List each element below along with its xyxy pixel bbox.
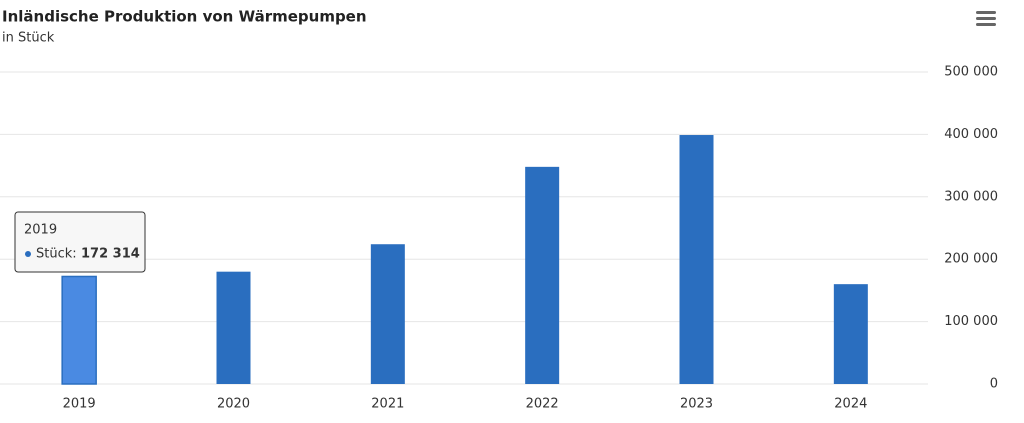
tooltip-value: 172 314 bbox=[81, 247, 140, 262]
menu-bar bbox=[976, 23, 996, 26]
bar bbox=[216, 271, 251, 384]
x-tick-label: 2019 bbox=[63, 397, 96, 412]
tooltip-marker bbox=[25, 251, 31, 257]
x-tick-label: 2021 bbox=[371, 397, 404, 412]
menu-bar bbox=[976, 17, 996, 20]
y-tick-label: 400 000 bbox=[944, 127, 998, 142]
menu-button[interactable] bbox=[976, 11, 996, 26]
bar bbox=[833, 284, 868, 384]
tooltip-label: Stück: bbox=[36, 247, 77, 262]
tooltip-title: 2019 bbox=[24, 223, 57, 238]
y-tick-label: 100 000 bbox=[944, 314, 998, 329]
tooltip: 2019 Stück: 172 314 bbox=[14, 211, 146, 273]
x-tick-label: 2023 bbox=[680, 397, 713, 412]
bar bbox=[61, 275, 97, 385]
y-tick-label: 0 bbox=[990, 377, 998, 392]
y-tick-label: 300 000 bbox=[944, 189, 998, 204]
menu-bar bbox=[976, 11, 996, 14]
bar bbox=[679, 135, 714, 384]
tooltip-box bbox=[14, 211, 146, 273]
x-tick-label: 2024 bbox=[834, 397, 867, 412]
y-tick-label: 200 000 bbox=[944, 252, 998, 267]
chart-title: Inländische Produktion von Wärmepumpen bbox=[2, 8, 367, 26]
x-tick-label: 2020 bbox=[217, 397, 250, 412]
bar bbox=[370, 244, 405, 384]
bar bbox=[525, 166, 560, 384]
y-tick-label: 500 000 bbox=[944, 65, 998, 80]
chart-subtitle: in Stück bbox=[2, 31, 55, 46]
x-tick-label: 2022 bbox=[526, 397, 559, 412]
